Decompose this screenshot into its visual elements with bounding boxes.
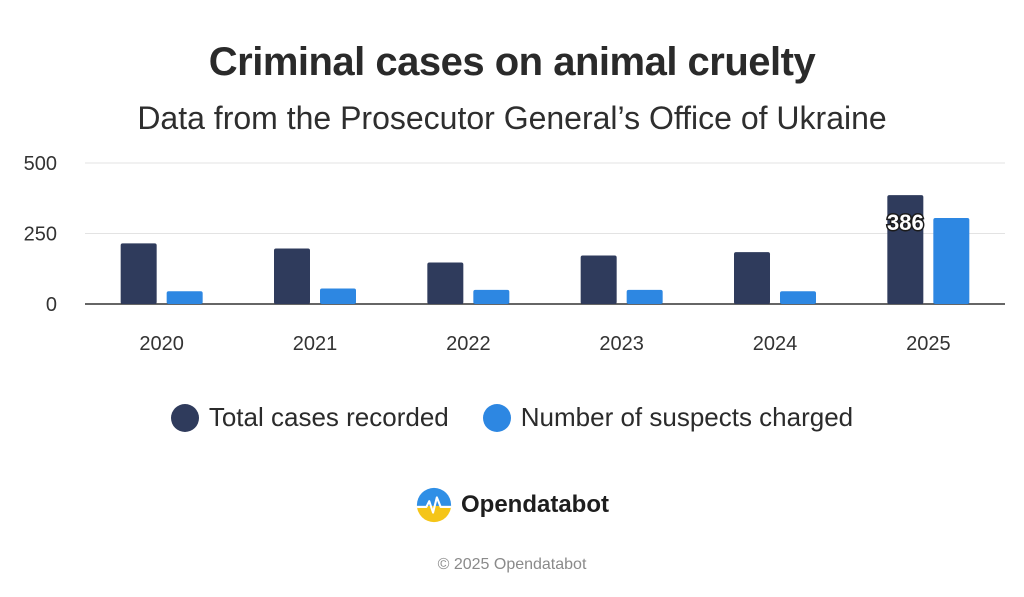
legend-label-suspects-charged: Number of suspects charged (520, 402, 854, 432)
data-label: 386 (887, 210, 924, 235)
x-tick-label: 2022 (446, 333, 491, 355)
bar-suspects-charged-2022[interactable] (473, 289, 510, 304)
chart-subtitle: Data from the Prosecutor General’s Offic… (137, 100, 887, 136)
bar-suspects-charged-2024[interactable] (780, 291, 816, 304)
bar-suspects-charged-2021[interactable] (320, 288, 356, 304)
y-tick-label: 250 (24, 224, 57, 246)
x-tick-label: 2021 (293, 333, 338, 355)
legend-swatch-total-cases (170, 403, 199, 432)
legend-item-suspects-charged[interactable]: Number of suspects charged (482, 402, 854, 433)
opendatabot-logo-icon (416, 487, 452, 523)
bar-chart: 0 250 500 2020 2021 2022 2023 2024 2025 386 (24, 153, 1005, 355)
bar-suspects-charged-2025[interactable] (933, 217, 970, 304)
legend-label-total-cases: Total cases recorded (208, 402, 449, 432)
brand: Opendatabot (0, 486, 1024, 524)
bar-suspects-charged-2020[interactable] (166, 291, 203, 304)
bar-total-cases-2022[interactable] (427, 262, 464, 304)
x-tick-label: 2024 (753, 333, 798, 355)
legend-item-total-cases[interactable]: Total cases recorded (170, 402, 449, 433)
x-tick-label: 2025 (906, 333, 951, 355)
y-tick-label: 0 (46, 294, 57, 316)
legend-swatch-suspects-charged (482, 403, 511, 432)
x-tick-label: 2023 (599, 333, 644, 355)
y-tick-label: 500 (24, 153, 57, 175)
x-tick-label: 2020 (139, 333, 184, 355)
bar-total-cases-2023[interactable] (580, 255, 617, 304)
copyright: © 2025 Opendatabot (437, 556, 587, 573)
bar-total-cases-2025[interactable] (887, 195, 924, 304)
brand-name: Opendatabot (461, 491, 609, 518)
chart-title: Criminal cases on animal cruelty (208, 40, 816, 84)
bar-total-cases-2024[interactable] (734, 252, 770, 304)
legend: Total cases recorded Number of suspects … (0, 402, 1024, 433)
bar-suspects-charged-2023[interactable] (626, 289, 663, 304)
bar-total-cases-2020[interactable] (120, 243, 157, 304)
bar-total-cases-2021[interactable] (274, 248, 310, 304)
